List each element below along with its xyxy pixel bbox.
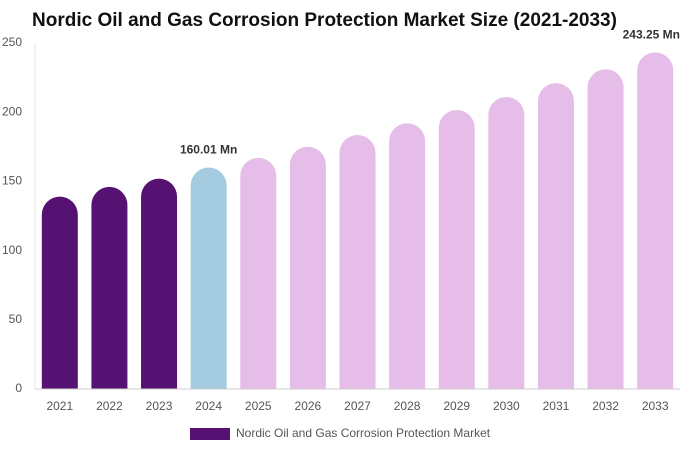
bar xyxy=(289,146,326,389)
bar xyxy=(488,97,525,389)
y-tick-label: 200 xyxy=(2,104,22,118)
y-tick-label: 100 xyxy=(2,243,22,257)
value-label: 243.25 Mn xyxy=(623,28,680,42)
x-tick-label: 2025 xyxy=(245,399,272,413)
bar xyxy=(537,83,574,390)
bar xyxy=(587,69,624,390)
chart-title: Nordic Oil and Gas Corrosion Protection … xyxy=(32,10,617,31)
x-tick-label: 2029 xyxy=(443,399,470,413)
x-tick-label: 2031 xyxy=(543,399,570,413)
x-tick-label: 2032 xyxy=(592,399,619,413)
bar xyxy=(438,109,475,390)
bar xyxy=(339,135,376,389)
bar xyxy=(389,123,426,389)
y-tick-label: 250 xyxy=(2,35,22,49)
x-tick-label: 2030 xyxy=(493,399,520,413)
bar xyxy=(240,157,277,389)
value-label: 160.01 Mn xyxy=(180,143,237,157)
legend-swatch xyxy=(190,428,230,440)
legend-label: Nordic Oil and Gas Corrosion Protection … xyxy=(236,426,491,440)
bar xyxy=(91,186,128,389)
x-tick-label: 2033 xyxy=(642,399,669,413)
x-tick-label: 2026 xyxy=(295,399,322,413)
x-tick-label: 2024 xyxy=(195,399,222,413)
y-tick-label: 50 xyxy=(9,312,23,326)
x-tick-label: 2028 xyxy=(394,399,421,413)
x-tick-label: 2027 xyxy=(344,399,371,413)
bar xyxy=(141,178,178,389)
bar xyxy=(637,52,674,389)
x-tick-label: 2022 xyxy=(96,399,123,413)
bar xyxy=(190,167,227,389)
x-tick-label: 2021 xyxy=(46,399,73,413)
x-tick-label: 2023 xyxy=(146,399,173,413)
y-tick-label: 0 xyxy=(15,381,22,395)
y-tick-label: 150 xyxy=(2,174,22,188)
bar xyxy=(41,196,78,389)
